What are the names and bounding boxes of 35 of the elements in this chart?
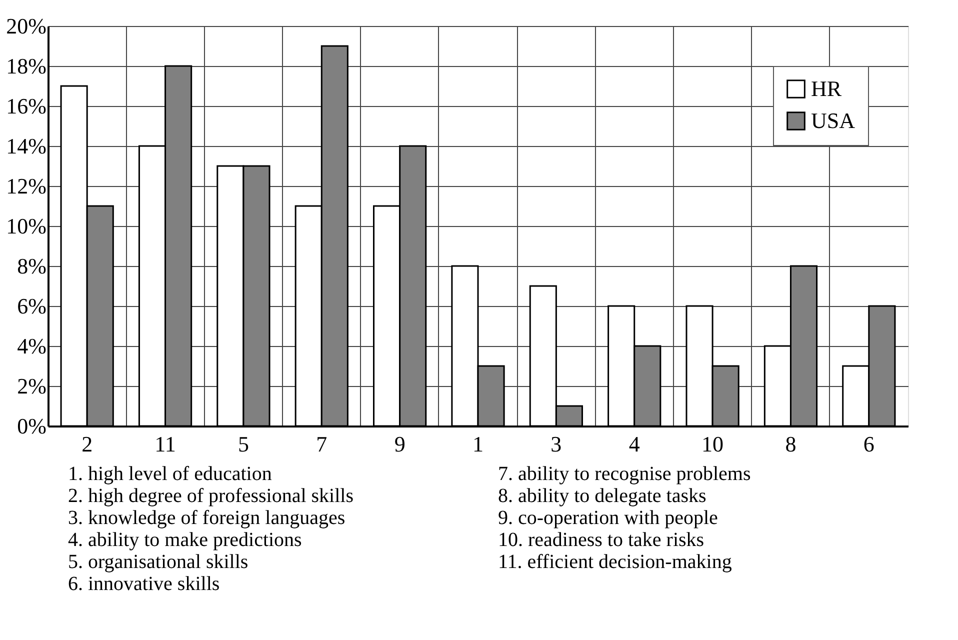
text: 5. organisational skills	[68, 551, 248, 573]
x-tick-label: 3	[550, 432, 562, 456]
x-tick-label: 5	[238, 432, 249, 456]
text: 11. efficient decision-making	[498, 551, 732, 573]
text: 6. innovative skills	[68, 573, 220, 595]
x-tick-label: 11	[154, 432, 176, 456]
y-tick-label: 0%	[17, 414, 46, 438]
x-tick-label: 2	[82, 432, 93, 456]
x-tick-label: 1	[472, 432, 484, 456]
x-tick-label: 7	[316, 432, 328, 456]
text: 7. ability to recognise problems	[498, 463, 751, 485]
y-tick-label: 16%	[6, 94, 46, 118]
x-tick-label: 9	[394, 432, 406, 456]
y-tick-label: 2%	[17, 374, 46, 398]
y-tick-label: 20%	[6, 14, 46, 38]
y-tick-label: 18%	[6, 54, 46, 78]
text: 8. ability to delegate tasks	[498, 485, 706, 507]
text: 2. high degree of professional skills	[68, 485, 354, 507]
text: 10. readiness to take risks	[498, 529, 704, 551]
y-tick-label: 4%	[17, 334, 46, 358]
text: 4. ability to make predictions	[68, 529, 302, 551]
y-tick-label: 14%	[6, 134, 46, 158]
y-tick-label: 12%	[6, 174, 46, 198]
x-tick-label: 6	[863, 432, 874, 456]
x-tick-label: 10	[702, 432, 724, 456]
y-tick-label: 10%	[6, 214, 46, 238]
legend-label: USA	[811, 108, 856, 133]
x-tick-label: 4	[628, 432, 640, 456]
y-tick-label: 8%	[17, 254, 46, 278]
y-tick-label: 6%	[17, 294, 46, 318]
legend-label: HR	[811, 76, 842, 101]
text: 9. co-operation with people	[498, 507, 718, 529]
x-tick-label: 8	[785, 432, 796, 456]
text: 1. high level of education	[68, 463, 272, 485]
text: 3. knowledge of foreign languages	[68, 507, 346, 529]
